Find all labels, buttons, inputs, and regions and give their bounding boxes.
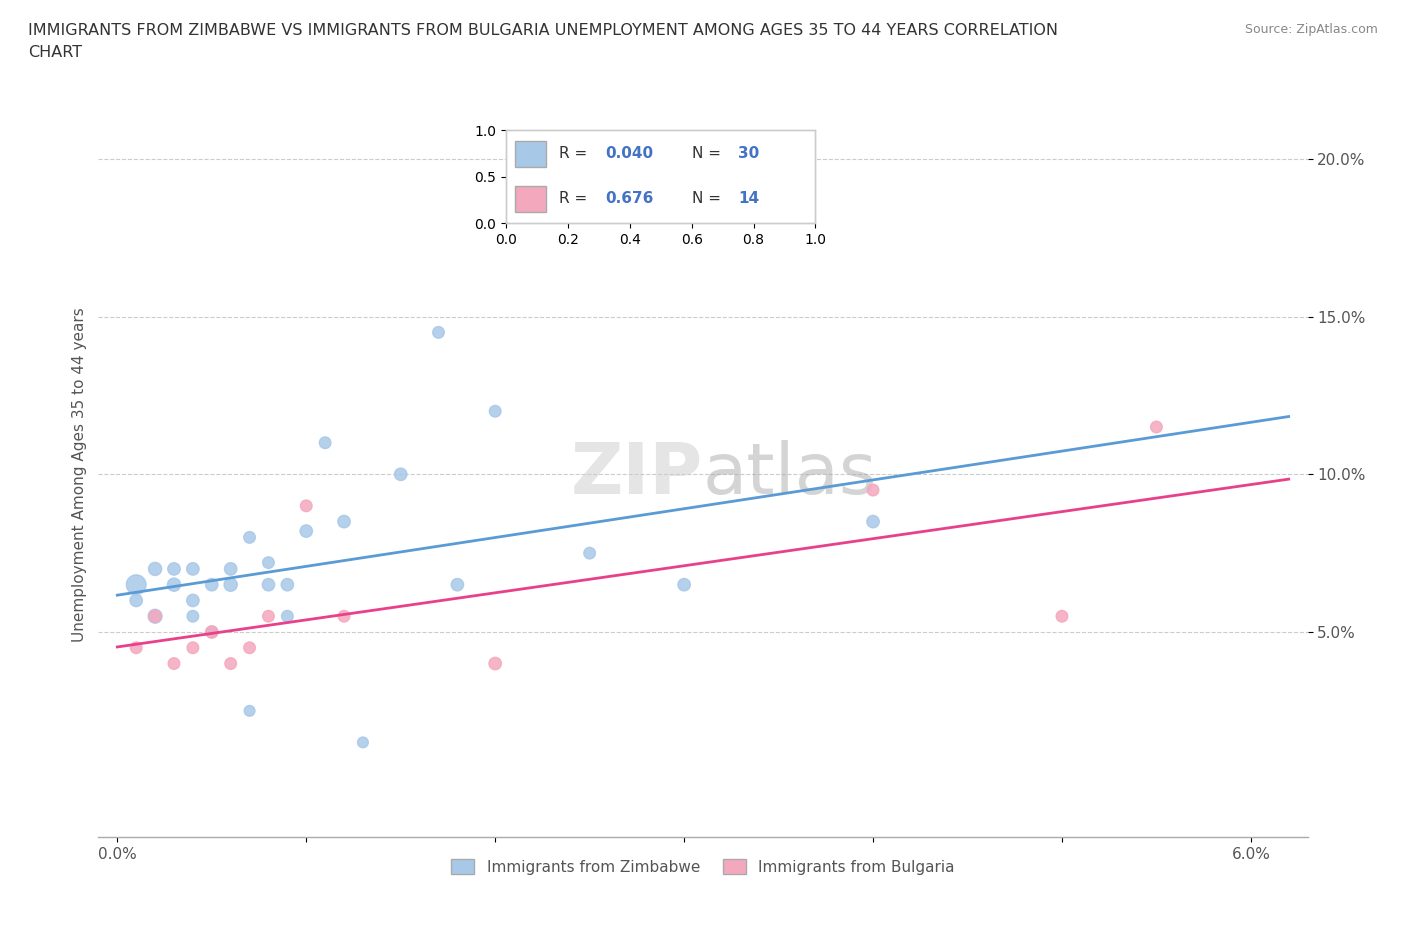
- Point: [446, 578, 468, 592]
- Text: 0.676: 0.676: [605, 191, 654, 206]
- Point: [484, 404, 506, 418]
- Point: [257, 555, 280, 570]
- Point: [143, 562, 166, 577]
- Legend: Immigrants from Zimbabwe, Immigrants from Bulgaria: Immigrants from Zimbabwe, Immigrants fro…: [443, 849, 963, 884]
- Point: [389, 467, 412, 482]
- Text: Source: ZipAtlas.com: Source: ZipAtlas.com: [1244, 23, 1378, 36]
- Point: [181, 609, 204, 624]
- Point: [314, 435, 336, 450]
- Point: [163, 656, 186, 671]
- Point: [201, 578, 224, 592]
- Point: [295, 524, 318, 538]
- Point: [143, 609, 166, 624]
- Point: [219, 656, 242, 671]
- Point: [239, 530, 262, 545]
- Text: CHART: CHART: [28, 45, 82, 60]
- Text: R =: R =: [558, 146, 592, 161]
- Point: [484, 656, 506, 671]
- Point: [1050, 609, 1073, 624]
- Point: [181, 593, 204, 608]
- Point: [125, 593, 148, 608]
- Point: [125, 578, 148, 592]
- Text: 0.040: 0.040: [605, 146, 654, 161]
- Point: [257, 609, 280, 624]
- Point: [219, 562, 242, 577]
- Y-axis label: Unemployment Among Ages 35 to 44 years: Unemployment Among Ages 35 to 44 years: [72, 307, 87, 642]
- Text: atlas: atlas: [703, 440, 877, 509]
- Point: [257, 578, 280, 592]
- FancyBboxPatch shape: [516, 141, 547, 167]
- Text: N =: N =: [692, 191, 725, 206]
- Point: [276, 609, 298, 624]
- Point: [578, 546, 600, 561]
- Point: [239, 641, 262, 656]
- Point: [427, 325, 450, 339]
- Point: [862, 483, 884, 498]
- Point: [125, 641, 148, 656]
- Point: [163, 578, 186, 592]
- Text: 30: 30: [738, 146, 759, 161]
- Text: N =: N =: [692, 146, 725, 161]
- Point: [181, 562, 204, 577]
- Point: [673, 578, 696, 592]
- Point: [219, 578, 242, 592]
- Text: 14: 14: [738, 191, 759, 206]
- Point: [295, 498, 318, 513]
- Point: [201, 625, 224, 640]
- Point: [862, 514, 884, 529]
- Point: [352, 735, 374, 750]
- Point: [333, 514, 356, 529]
- Text: R =: R =: [558, 191, 592, 206]
- Point: [143, 609, 166, 624]
- Point: [239, 703, 262, 718]
- Text: ZIP: ZIP: [571, 440, 703, 509]
- Point: [1144, 419, 1167, 434]
- Point: [276, 578, 298, 592]
- Point: [201, 625, 224, 640]
- Point: [333, 609, 356, 624]
- Text: IMMIGRANTS FROM ZIMBABWE VS IMMIGRANTS FROM BULGARIA UNEMPLOYMENT AMONG AGES 35 : IMMIGRANTS FROM ZIMBABWE VS IMMIGRANTS F…: [28, 23, 1059, 38]
- Point: [163, 562, 186, 577]
- Point: [181, 641, 204, 656]
- FancyBboxPatch shape: [516, 186, 547, 212]
